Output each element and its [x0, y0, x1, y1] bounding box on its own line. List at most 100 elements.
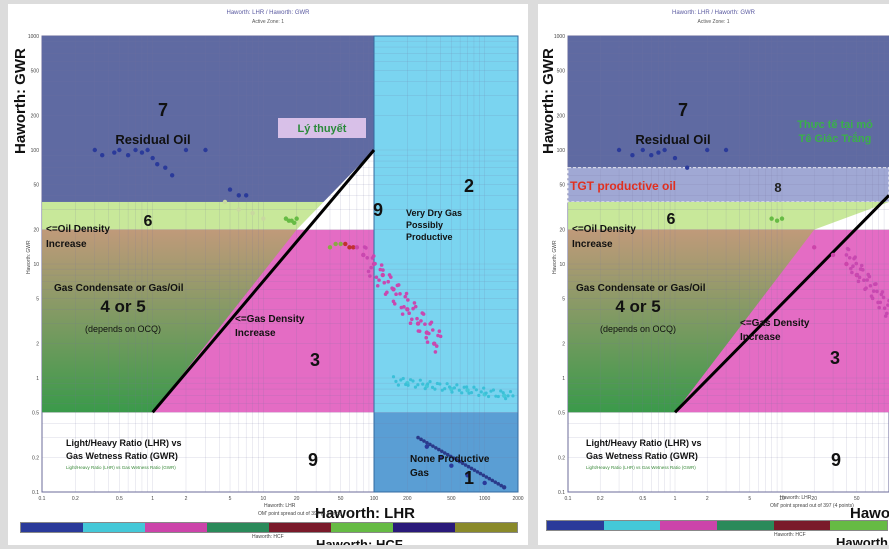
data-point: [469, 391, 474, 395]
right-chart-panel: Haworth: LHR / Haworth: GWR Active Zone:…: [538, 4, 889, 545]
theory-callout-box: [278, 118, 366, 138]
data-point: [366, 269, 371, 274]
data-point: [425, 440, 429, 445]
zone-7-number: 7: [678, 100, 688, 120]
zone-1-name: None Productive: [410, 454, 490, 465]
y-tick-label: 500: [557, 68, 566, 74]
x-axis-small-label: Haworth: LHR: [264, 503, 296, 509]
data-point: [403, 294, 408, 299]
x-tick-label: 2: [185, 496, 188, 502]
data-point: [364, 246, 368, 250]
x-tick-label: 0.5: [116, 496, 123, 502]
data-point: [434, 446, 438, 450]
data-point: [327, 245, 333, 250]
data-point: [426, 382, 430, 386]
data-point: [851, 264, 855, 268]
data-point: [433, 387, 437, 391]
data-point: [112, 150, 117, 155]
y-tick-label: 5: [562, 296, 565, 302]
y-tick-label: 20: [559, 228, 565, 234]
data-point: [430, 328, 435, 332]
data-point: [496, 394, 500, 399]
gas-oil-boundary-line: [673, 194, 889, 414]
zone-9-bottom-number: 9: [831, 450, 841, 470]
data-point: [449, 463, 454, 468]
data-point: [848, 266, 853, 271]
zone-9-lhr-label: Light/Heavy Ratio (LHR) vs: [586, 438, 702, 448]
y-axis-small-label: Haworth: GWR: [26, 240, 32, 274]
data-point: [416, 435, 420, 440]
data-point: [882, 306, 887, 311]
data-point: [465, 473, 470, 478]
data-point: [486, 394, 491, 399]
data-point: [466, 464, 471, 469]
x-tick-label: 0.1: [39, 496, 46, 502]
data-point: [481, 473, 486, 478]
data-point: [432, 341, 436, 346]
gas-oil-boundary-line: [151, 149, 376, 414]
y-tick-label: 1000: [28, 34, 39, 40]
data-point: [445, 382, 449, 386]
x-axis-label: Haworth: LHR: [315, 505, 415, 522]
data-point: [413, 304, 418, 309]
data-point: [723, 147, 729, 153]
data-point: [871, 289, 876, 293]
data-point: [656, 150, 661, 155]
x-tick-label: 5: [748, 496, 751, 502]
data-point: [856, 279, 861, 284]
data-point: [415, 316, 419, 321]
data-point: [443, 387, 447, 391]
data-point: [846, 247, 851, 252]
zone-4or5-subtitle: (depends on OCQ): [600, 324, 676, 334]
theory-callout-text: Lý thuyết: [298, 123, 347, 135]
zone-6-name: Increase: [572, 239, 613, 250]
data-point: [394, 379, 398, 383]
zone-6-number: 6: [144, 213, 153, 230]
data-point: [779, 216, 785, 221]
data-point: [380, 272, 385, 278]
data-point: [382, 280, 387, 285]
data-point: [501, 391, 505, 395]
data-point: [351, 245, 356, 250]
data-point: [408, 321, 413, 326]
x-tick-label: 2: [706, 496, 709, 502]
field-callout-line1: Thực tế tại mỏ: [797, 119, 873, 131]
data-point: [415, 321, 421, 326]
data-point: [422, 439, 426, 443]
zone-2-name: Very Dry Gas: [406, 208, 462, 218]
x-tick-label: 0.2: [597, 496, 604, 502]
hcf-axis-label: Haworth: [836, 535, 888, 545]
x-tick-label: 20: [811, 496, 817, 502]
data-point: [411, 306, 415, 311]
x-tick-label: 1: [151, 496, 154, 502]
data-point: [830, 252, 836, 258]
y-tick-label: 10: [559, 262, 565, 268]
zone-4or5-name: Gas Condensate or Gas/Oil: [576, 283, 706, 294]
data-point: [490, 478, 495, 483]
y-tick-label: 500: [31, 68, 40, 74]
data-point: [467, 391, 471, 395]
hcf-small-label: Haworth: HCF: [252, 534, 284, 540]
hcf-color-bar: [20, 522, 518, 533]
y-tick-label: 100: [557, 148, 566, 154]
zone-8-region: [567, 167, 889, 203]
zone-3-name: Increase: [740, 332, 781, 343]
data-point: [423, 322, 427, 326]
data-point: [361, 253, 366, 257]
chart-subtitle: Active Zone: 1: [252, 19, 284, 25]
y-tick-label: 5: [36, 296, 39, 302]
data-point: [662, 147, 667, 153]
data-point: [428, 380, 432, 384]
y-tick-label: 0.5: [558, 410, 565, 416]
zone-6-name: Increase: [46, 239, 87, 250]
data-point: [389, 275, 393, 279]
field-callout-line2: Tê Giác Trắng: [799, 132, 872, 145]
data-point: [864, 286, 868, 290]
data-point: [401, 376, 405, 381]
data-point: [465, 385, 469, 389]
data-point: [379, 263, 384, 267]
y-tick-label: 0.1: [32, 490, 39, 496]
data-point: [365, 255, 370, 260]
data-point: [672, 155, 678, 161]
data-point: [630, 153, 635, 158]
